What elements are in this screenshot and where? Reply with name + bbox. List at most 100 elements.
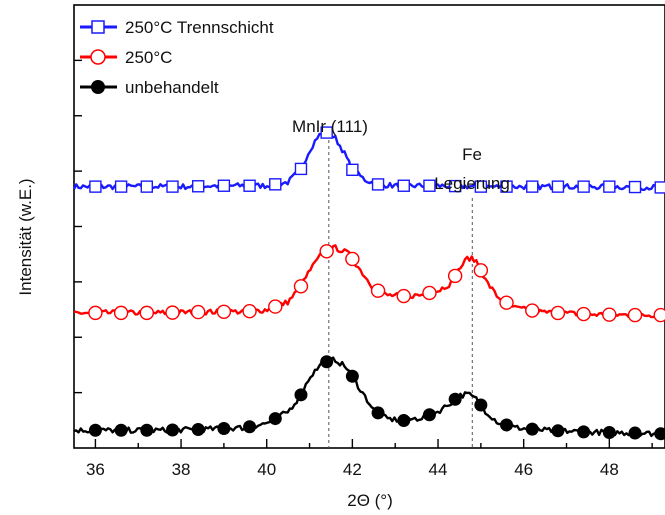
data-point (448, 179, 462, 193)
axis-layer: 36 38 40 42 44 46 48 (74, 59, 653, 479)
data-point (396, 288, 411, 304)
data-point (346, 163, 359, 176)
data-point (397, 179, 410, 192)
data-point (423, 179, 436, 192)
data-point (628, 426, 642, 440)
data-point (397, 414, 411, 428)
data-point (268, 299, 283, 314)
legend-marker-dot (91, 80, 105, 94)
data-point (526, 180, 539, 193)
annotation-fe: Fe (462, 145, 482, 164)
data-point (576, 306, 591, 322)
data-point (320, 355, 334, 369)
data-point (500, 418, 514, 432)
data-point (473, 263, 489, 278)
legend-marker-square (91, 20, 105, 34)
data-point (628, 180, 642, 194)
data-point (654, 427, 665, 441)
data-point (166, 423, 179, 437)
data-point (577, 425, 591, 439)
data-point (140, 180, 154, 193)
legend-item-unbehandelt: unbehandelt (80, 78, 219, 97)
data-point (217, 422, 231, 436)
data-point (602, 307, 617, 322)
data-point (320, 126, 333, 139)
data-point (166, 180, 179, 193)
data-point (345, 251, 360, 267)
x-tick-label: 44 (429, 460, 448, 479)
data-point (525, 303, 540, 318)
data-point (293, 279, 309, 294)
data-point (191, 180, 205, 193)
data-point (319, 244, 334, 259)
data-point (370, 283, 386, 298)
y-axis-label: Intensität (w.E.) (16, 178, 35, 295)
data-point (499, 295, 514, 310)
series-line (73, 356, 665, 438)
data-point (242, 304, 257, 319)
data-point (88, 423, 102, 437)
data-point (653, 307, 665, 323)
data-point (577, 180, 590, 193)
x-tick-label: 46 (514, 460, 533, 479)
legend-label-250c: 250°C (125, 48, 172, 67)
data-point (294, 162, 308, 176)
data-point (216, 304, 232, 319)
series-1 (73, 244, 665, 323)
legend: 250°C Trennschicht 250°C unbehandelt (80, 18, 274, 97)
data-point (371, 178, 385, 191)
data-point (550, 305, 566, 321)
data-point (88, 305, 103, 321)
data-point (217, 179, 231, 192)
series-2 (73, 355, 665, 441)
plot-area (73, 4, 665, 449)
series-layer (72, 126, 665, 441)
data-point (602, 425, 616, 439)
series-line (73, 244, 665, 319)
legend-item-trennschicht: 250°C Trennschicht (80, 18, 274, 37)
data-point (190, 304, 206, 320)
data-point (474, 398, 488, 412)
data-point (422, 285, 437, 301)
data-point (371, 406, 385, 420)
series-0 (72, 126, 665, 194)
data-point (654, 181, 665, 194)
data-point (269, 178, 282, 191)
data-point (243, 420, 257, 434)
data-point (627, 307, 643, 323)
data-point (140, 423, 154, 437)
x-axis-label: 2Θ (°) (347, 491, 393, 510)
data-point (114, 180, 128, 193)
x-tick-label: 38 (172, 460, 191, 479)
plot-frame (73, 4, 665, 449)
data-point (448, 392, 462, 406)
data-point (551, 424, 565, 438)
data-point (243, 179, 256, 192)
x-tick-label: 40 (257, 460, 276, 479)
data-point (474, 180, 488, 193)
data-point (165, 305, 180, 320)
data-point (113, 305, 129, 321)
data-point (89, 180, 102, 193)
data-point (422, 408, 436, 422)
data-point (268, 412, 282, 426)
data-point (114, 423, 128, 437)
data-point (294, 388, 308, 402)
data-point (139, 305, 155, 321)
annotation-legierung: Legierung (434, 174, 510, 193)
legend-label-unbehandelt: unbehandelt (125, 78, 219, 97)
data-point (551, 180, 565, 193)
legend-marker-circle (90, 49, 106, 65)
data-point (500, 180, 513, 193)
series-line (72, 130, 665, 191)
data-point (191, 422, 205, 436)
annotation-mnir: MnIr (111) (292, 117, 368, 136)
x-tick-label: 48 (600, 460, 619, 479)
legend-label-trennschicht: 250°C Trennschicht (125, 18, 274, 37)
data-point (345, 369, 359, 383)
data-point (447, 268, 463, 284)
x-tick-label: 42 (343, 460, 362, 479)
data-point (525, 422, 539, 436)
data-point (603, 180, 616, 193)
